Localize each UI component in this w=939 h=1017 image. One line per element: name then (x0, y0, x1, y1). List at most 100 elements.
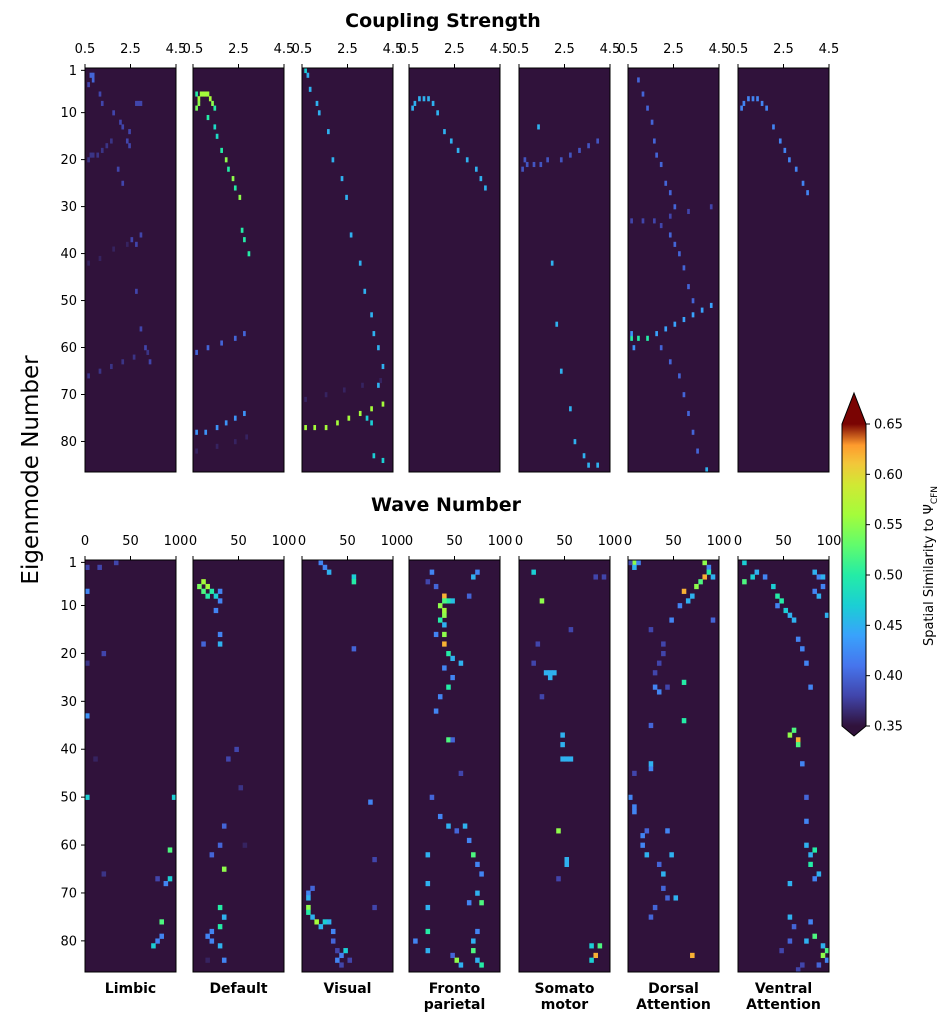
heatmap-background (628, 68, 719, 472)
heatmap-cell (224, 420, 228, 426)
colorbar-tick-label: 0.45 (874, 619, 903, 634)
heatmap-cell (539, 598, 545, 604)
heatmap-cell (475, 890, 480, 896)
heatmap-cell (471, 574, 476, 580)
heatmap-cell (85, 660, 90, 666)
heatmap-cell (425, 852, 431, 858)
heatmap-cell (243, 410, 246, 417)
heatmap-cell (795, 742, 801, 748)
x-tick-label: 0.5 (399, 42, 420, 57)
heatmap-cell (804, 818, 809, 824)
heatmap-cell (779, 598, 784, 604)
heatmap-cell (197, 100, 201, 106)
heatmap-cell (677, 603, 683, 609)
heatmap-cell (151, 943, 156, 949)
heatmap-cell (163, 880, 169, 887)
heatmap-cell (791, 617, 797, 623)
heatmap-cell (437, 694, 443, 700)
heatmap-cell (754, 569, 760, 575)
heatmap-cell (135, 288, 138, 294)
heatmap-cell (787, 612, 793, 618)
heatmap-cell (787, 732, 793, 738)
heatmap-cell (471, 948, 476, 954)
heatmap-cell (205, 593, 210, 599)
heatmap-cell (155, 938, 160, 944)
heatmap-cell (632, 560, 637, 566)
heatmap-cell (681, 718, 687, 724)
heatmap-cell (787, 914, 793, 920)
heatmap-cell (197, 96, 201, 102)
subplot-1-5: 0 50 100 (624, 534, 731, 973)
subplot-0-0: 0.5 2.5 4.5 1 10 20 30 40 50 60 70 80 (60, 42, 186, 473)
heatmap-cell (322, 919, 328, 925)
heatmap-cell (342, 387, 346, 393)
heatmap-cell (335, 957, 340, 963)
heatmap-cell (139, 232, 143, 238)
heatmap-cell (87, 260, 90, 266)
heatmap-cell (791, 924, 797, 930)
y-tick-label: 1 (69, 64, 77, 79)
heatmap-cell (648, 627, 654, 633)
heatmap-cell (335, 948, 340, 954)
x-tick-label: 100 (272, 534, 297, 549)
heatmap-cell (521, 166, 524, 172)
x-tick-label: 0 (189, 534, 197, 549)
heatmap-cell (659, 223, 663, 229)
heatmap-cell (450, 598, 455, 604)
heatmap-cell (370, 312, 373, 318)
heatmap-cell (119, 119, 122, 125)
y-axis-label: Eigenmode Number (18, 355, 44, 585)
heatmap-cell (93, 756, 98, 762)
heatmap-cell (687, 410, 690, 417)
x-tick-label: 100 (598, 534, 623, 549)
heatmap-cell (442, 622, 447, 628)
heatmap-cell (573, 439, 577, 445)
heatmap-cell (682, 265, 686, 271)
heatmap-cell (418, 96, 421, 102)
heatmap-cell (589, 957, 594, 963)
heatmap-cell (221, 914, 227, 920)
heatmap-cell (681, 588, 687, 594)
heatmap-cell (806, 190, 809, 196)
heatmap-cell (110, 363, 113, 370)
heatmap-cell (372, 904, 377, 911)
panel-title-coupling: Coupling Strength (345, 10, 541, 32)
heatmap-cell (632, 809, 637, 815)
x-tick-label: 2.5 (773, 42, 794, 57)
heatmap-cell (234, 746, 239, 753)
heatmap-background (85, 560, 176, 972)
colorbar: 0.65 0.60 0.55 0.50 0.45 0.40 0.35 Spatial Sim… (841, 391, 939, 737)
y-tick-label: 80 (60, 435, 77, 450)
heatmap-cell (742, 579, 747, 585)
heatmap-cell (656, 861, 662, 867)
heatmap-cell (209, 928, 215, 935)
heatmap-cell (454, 828, 460, 834)
heatmap-cell (778, 138, 782, 144)
subplot-1-1: 0 50 100 (189, 534, 297, 973)
heatmap-cell (381, 401, 385, 407)
heatmap-cell (539, 694, 545, 700)
heatmap-cell (326, 919, 332, 925)
x-tick-label: 0 (405, 534, 413, 549)
heatmap-cell (465, 157, 469, 163)
heatmap-cell (702, 560, 707, 566)
colorbar-label: Spatial Similarity to ΨCFN (922, 486, 939, 646)
heatmap-cell (195, 429, 198, 435)
y-tick-label: 70 (60, 886, 77, 901)
heatmap-cell (751, 96, 755, 102)
x-tick-label: 0 (298, 534, 306, 549)
heatmap-cell (475, 569, 480, 575)
heatmap-cell (471, 938, 476, 944)
heatmap-cell (128, 143, 131, 149)
heatmap-cell (691, 298, 695, 304)
heatmap-cell (628, 560, 633, 566)
y-tick-label: 10 (60, 599, 77, 614)
heatmap-cell (804, 842, 809, 848)
x-tick-label: 100 (817, 534, 842, 549)
heatmap-cell (427, 96, 430, 102)
heatmap-cell (535, 641, 541, 647)
heatmap-cell (217, 631, 223, 638)
heatmap-cell (641, 218, 645, 224)
heatmap-cell (231, 176, 235, 182)
